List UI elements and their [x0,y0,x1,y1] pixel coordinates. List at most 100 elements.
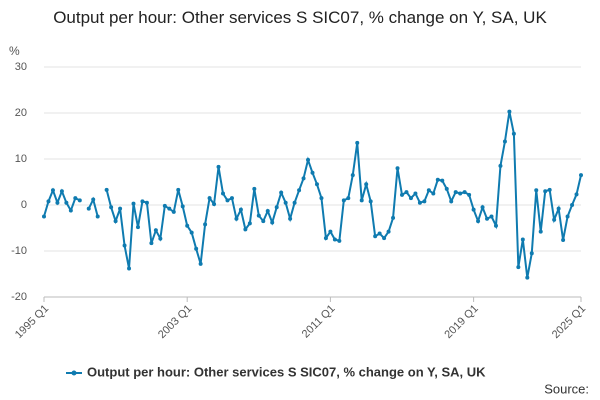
y-tick-label: -10 [11,245,27,257]
point [516,265,521,270]
point [538,229,543,234]
point [247,221,252,226]
point [574,192,579,197]
point [64,200,69,205]
point [543,189,548,194]
point [382,236,387,241]
legend-swatch-point [71,370,77,376]
source-label: Source: [544,381,589,396]
point [198,261,203,266]
point [346,196,351,201]
point [118,206,123,211]
point [462,190,467,195]
point [449,199,454,204]
point [453,190,458,195]
point [493,223,498,228]
point [400,192,404,197]
point [498,163,503,168]
point [127,266,132,271]
point [534,188,539,193]
point [158,236,163,241]
point [221,191,225,196]
point [261,219,266,224]
point [203,222,208,227]
point [529,251,534,256]
point [283,200,288,205]
point [377,231,382,236]
point [507,109,512,114]
point [113,219,118,224]
y-tick-label: 30 [15,61,27,73]
point [395,166,400,171]
point [404,190,409,195]
point [314,182,319,187]
point [144,200,149,205]
point [185,223,190,228]
point [216,164,221,169]
point [86,206,91,211]
point [229,196,234,201]
point [265,208,270,213]
point [104,187,109,192]
point [440,178,445,183]
point [341,198,346,203]
point [292,200,297,205]
point [194,246,199,251]
y-tick-label: 20 [15,107,27,119]
point [252,186,257,191]
point [431,191,436,196]
point [435,177,440,182]
point [162,203,167,208]
point [364,182,369,187]
point [243,227,248,232]
point [256,213,261,218]
x-tick-label: 2011 Q1 [300,303,338,341]
point [458,191,463,196]
point [238,207,243,212]
point [225,198,230,203]
point [547,187,552,192]
point [489,214,494,219]
point [234,216,239,221]
point [135,225,140,230]
point [297,188,302,193]
x-tick-label: 2003 Q1 [156,303,194,341]
point [359,198,364,203]
point [511,131,516,136]
point [274,205,279,210]
point [153,228,158,233]
point [391,215,396,220]
point [207,196,212,201]
point [42,214,46,219]
point [131,201,136,206]
point [212,202,217,207]
point [413,191,418,196]
point [180,204,185,209]
point [476,219,481,224]
point [310,170,315,175]
point [480,205,485,210]
legend-label: Output per hour: Other services S SIC07,… [87,364,486,379]
point [95,214,100,219]
point [77,198,82,203]
point [323,236,328,241]
point [109,205,114,210]
point [570,203,575,207]
point [368,199,373,204]
point [59,189,64,194]
point [579,173,583,178]
point [373,234,378,239]
point [328,229,333,234]
y-axis-label: % [9,44,20,58]
x-tick-label: 2019 Q1 [442,303,480,341]
point [552,217,557,222]
point [176,187,181,192]
point [525,275,530,280]
point [444,186,449,191]
point [50,188,55,193]
point [270,220,275,225]
point [319,196,324,201]
point [167,206,172,211]
